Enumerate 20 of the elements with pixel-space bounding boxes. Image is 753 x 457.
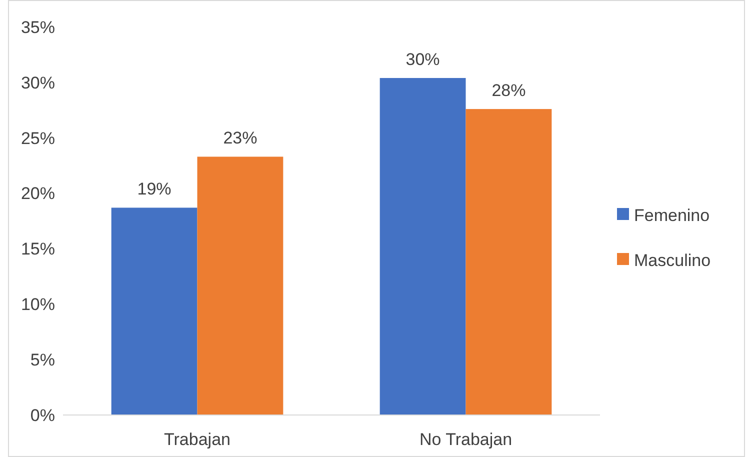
y-tick-label: 30% bbox=[20, 73, 55, 92]
y-tick-label: 20% bbox=[20, 184, 55, 204]
data-label: 28% bbox=[492, 81, 526, 100]
y-tick-label: 15% bbox=[20, 240, 55, 259]
x-tick-label: Trabajan bbox=[164, 430, 230, 449]
y-tick-label: 10% bbox=[20, 295, 55, 314]
y-tick-label: 25% bbox=[20, 128, 55, 148]
data-label: 30% bbox=[406, 50, 440, 69]
bar bbox=[380, 78, 466, 415]
bar bbox=[466, 109, 552, 415]
bar bbox=[111, 208, 198, 415]
x-tick-label: No Trabajan bbox=[419, 430, 512, 449]
y-tick-label: 5% bbox=[30, 350, 55, 370]
y-tick-label: 35% bbox=[20, 18, 55, 37]
legend-label: Masculino bbox=[634, 250, 711, 270]
data-label: 23% bbox=[223, 128, 258, 148]
bar bbox=[197, 156, 284, 415]
y-tick-label: 0% bbox=[30, 406, 55, 425]
data-label: 19% bbox=[137, 180, 172, 199]
legend-label: Femenino bbox=[634, 206, 710, 225]
